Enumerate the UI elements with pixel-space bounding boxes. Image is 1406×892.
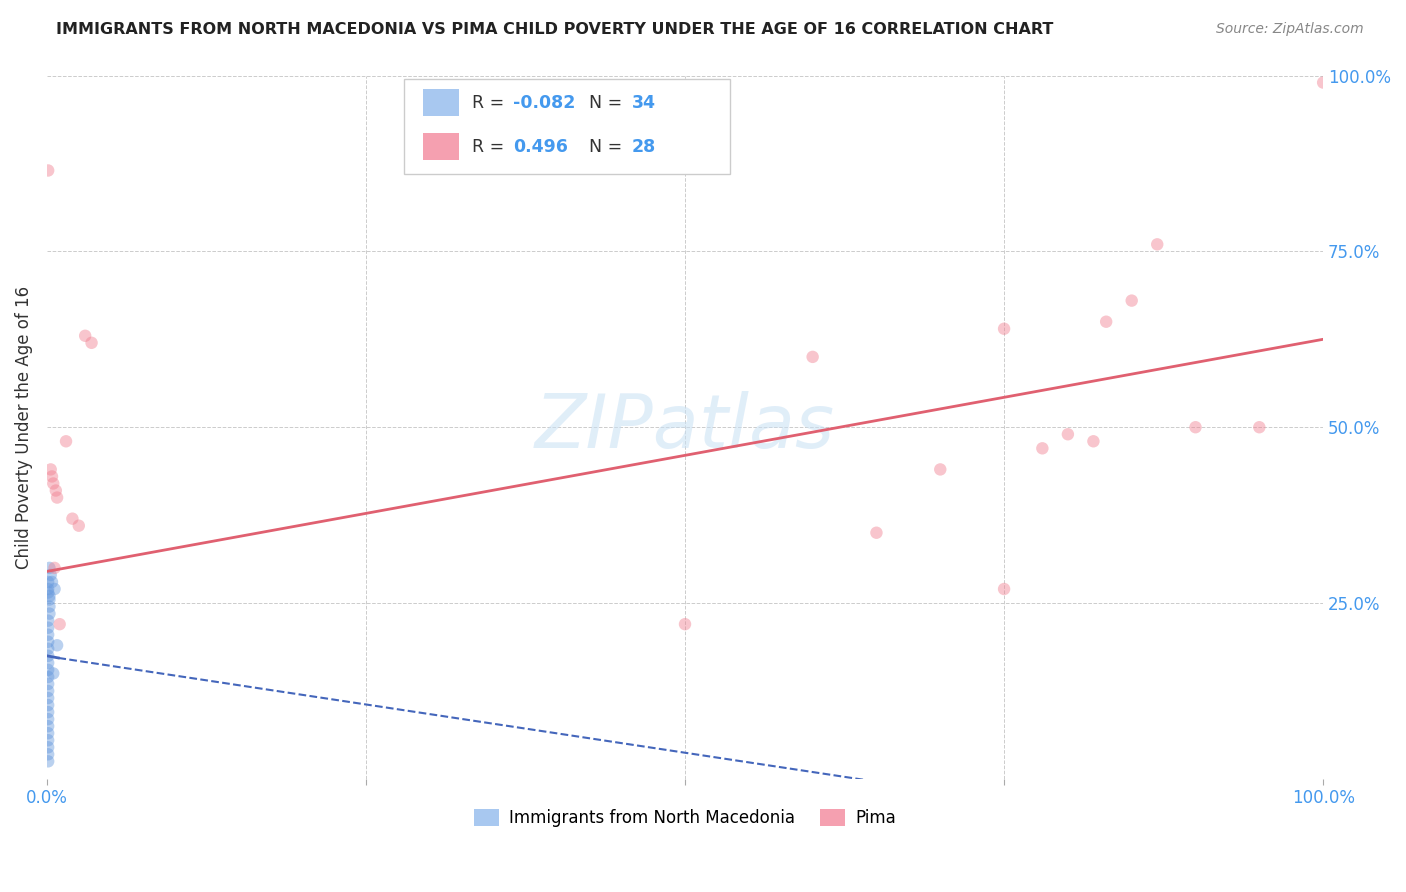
Point	[37, 691, 59, 706]
Point	[38, 589, 60, 603]
Point	[37, 670, 59, 684]
Point	[38, 607, 60, 621]
Y-axis label: Child Poverty Under the Age of 16: Child Poverty Under the Age of 16	[15, 285, 32, 569]
Legend: Immigrants from North Macedonia, Pima: Immigrants from North Macedonia, Pima	[467, 803, 903, 834]
Text: 34: 34	[631, 94, 655, 112]
Text: 28: 28	[631, 137, 655, 155]
Point	[37, 705, 59, 719]
Text: N =: N =	[589, 137, 628, 155]
Point	[37, 163, 59, 178]
Bar	[423, 89, 460, 116]
Point	[37, 614, 59, 628]
Point	[48, 617, 70, 632]
Text: Source: ZipAtlas.com: Source: ZipAtlas.com	[1216, 22, 1364, 37]
Point	[1312, 76, 1334, 90]
Point	[38, 561, 60, 575]
Point	[75, 328, 97, 343]
Point	[42, 666, 65, 681]
Text: -0.082: -0.082	[513, 94, 575, 112]
Point	[37, 628, 59, 642]
Bar	[423, 133, 460, 160]
Point	[993, 322, 1015, 336]
Point	[45, 483, 67, 498]
Point	[1249, 420, 1271, 434]
Text: IMMIGRANTS FROM NORTH MACEDONIA VS PIMA CHILD POVERTY UNDER THE AGE OF 16 CORREL: IMMIGRANTS FROM NORTH MACEDONIA VS PIMA …	[56, 22, 1053, 37]
Point	[38, 599, 60, 614]
Point	[37, 656, 59, 670]
Point	[38, 592, 60, 607]
Point	[37, 740, 59, 755]
Point	[37, 641, 59, 656]
Point	[1095, 315, 1118, 329]
Point	[1031, 442, 1053, 456]
Point	[37, 733, 59, 747]
Point	[44, 582, 66, 596]
Text: R =: R =	[472, 94, 509, 112]
Point	[1146, 237, 1168, 252]
Point	[1121, 293, 1143, 308]
Point	[929, 462, 952, 476]
Point	[801, 350, 824, 364]
Point	[37, 684, 59, 698]
Point	[993, 582, 1015, 596]
Point	[37, 677, 59, 691]
Point	[62, 511, 84, 525]
Point	[42, 476, 65, 491]
Text: ZIPatlas: ZIPatlas	[534, 392, 835, 463]
Point	[1184, 420, 1206, 434]
Point	[41, 469, 63, 483]
Point	[865, 525, 887, 540]
Point	[41, 574, 63, 589]
Point	[46, 491, 69, 505]
Text: R =: R =	[472, 137, 509, 155]
Point	[37, 621, 59, 635]
Point	[37, 698, 59, 712]
Point	[37, 719, 59, 733]
Point	[37, 747, 59, 762]
Point	[37, 634, 59, 648]
Point	[37, 648, 59, 663]
Point	[1057, 427, 1080, 442]
Point	[37, 712, 59, 726]
Point	[37, 663, 59, 677]
Point	[1083, 434, 1105, 449]
Point	[37, 755, 59, 769]
Point	[37, 726, 59, 740]
Point	[673, 617, 696, 632]
Text: 0.496: 0.496	[513, 137, 568, 155]
Point	[37, 585, 59, 599]
Point	[80, 335, 103, 350]
Point	[37, 574, 59, 589]
Point	[44, 561, 66, 575]
Text: N =: N =	[589, 94, 628, 112]
Point	[46, 638, 69, 652]
FancyBboxPatch shape	[405, 79, 730, 174]
Point	[55, 434, 77, 449]
Point	[37, 582, 59, 596]
Point	[39, 462, 62, 476]
Point	[39, 568, 62, 582]
Point	[67, 518, 90, 533]
